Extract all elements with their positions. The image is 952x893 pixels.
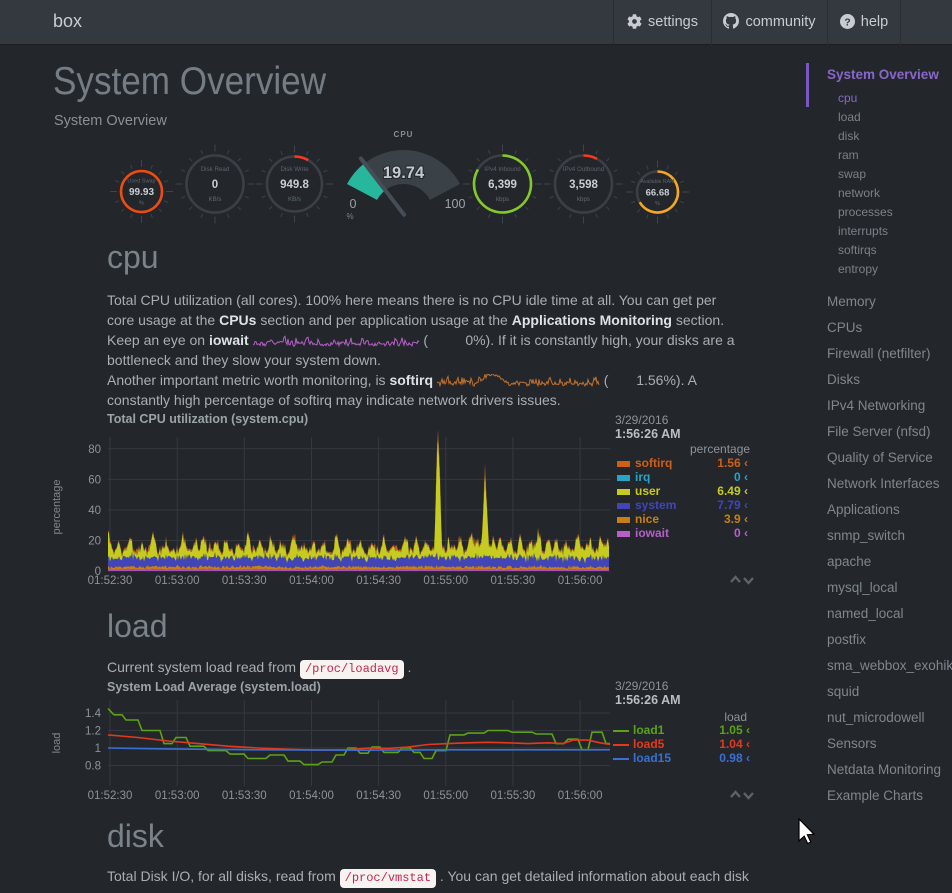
svg-text:01:55:00: 01:55:00 [423, 575, 468, 587]
svg-text:01:55:30: 01:55:30 [491, 575, 536, 587]
svg-text:01:52:30: 01:52:30 [88, 575, 133, 587]
svg-text:Available RAM: Available RAM [641, 179, 675, 185]
svg-text:01:54:00: 01:54:00 [289, 790, 334, 802]
svg-text:1.2: 1.2 [85, 726, 101, 738]
svg-text:01:56:00: 01:56:00 [558, 790, 603, 802]
svg-text:IPv4 Inbound: IPv4 Inbound [484, 166, 521, 173]
svg-text:Used Swap: Used Swap [127, 179, 155, 185]
svg-text:19.74: 19.74 [383, 164, 425, 182]
svg-text:0.8: 0.8 [85, 761, 101, 773]
svg-text:66.68: 66.68 [646, 188, 670, 199]
svg-text:01:53:30: 01:53:30 [222, 790, 267, 802]
svg-text:CPU: CPU [394, 130, 414, 139]
svg-text:0: 0 [212, 179, 218, 191]
svg-text:01:56:00: 01:56:00 [558, 575, 603, 587]
svg-text:load: load [51, 733, 63, 754]
svg-text:%: % [139, 201, 144, 207]
svg-text:%: % [655, 201, 660, 207]
svg-text:?: ? [844, 17, 850, 28]
svg-text:949.8: 949.8 [280, 179, 309, 191]
svg-text:1: 1 [95, 743, 101, 755]
svg-text:kbps: kbps [577, 196, 590, 203]
svg-text:01:54:30: 01:54:30 [356, 575, 401, 587]
svg-text:80: 80 [88, 444, 101, 456]
svg-text:01:54:00: 01:54:00 [289, 575, 334, 587]
svg-text:0: 0 [95, 566, 101, 578]
svg-text:0: 0 [350, 197, 357, 211]
svg-text:1.4: 1.4 [85, 708, 102, 720]
svg-text:Disk Write: Disk Write [280, 166, 309, 173]
svg-text:01:53:30: 01:53:30 [222, 575, 267, 587]
svg-text:99.93: 99.93 [129, 187, 154, 198]
svg-text:6,399: 6,399 [488, 179, 517, 191]
svg-text:100: 100 [445, 197, 466, 211]
svg-text:KB/s: KB/s [288, 196, 301, 203]
svg-text:01:55:30: 01:55:30 [491, 790, 536, 802]
svg-text:kbps: kbps [496, 196, 509, 203]
svg-text:KB/s: KB/s [208, 196, 221, 203]
svg-text:01:54:30: 01:54:30 [356, 790, 401, 802]
svg-text:percentage: percentage [51, 479, 63, 534]
svg-text:40: 40 [88, 505, 101, 517]
svg-text:01:53:00: 01:53:00 [155, 790, 200, 802]
svg-text:%: % [346, 212, 353, 221]
svg-text:01:52:30: 01:52:30 [88, 790, 133, 802]
svg-text:3,598: 3,598 [569, 179, 598, 191]
svg-text:Disk Read: Disk Read [201, 166, 230, 173]
svg-text:01:55:00: 01:55:00 [423, 790, 468, 802]
svg-text:IPv4 Outbound: IPv4 Outbound [563, 166, 605, 173]
svg-text:20: 20 [88, 536, 101, 548]
svg-text:01:53:00: 01:53:00 [155, 575, 200, 587]
svg-text:60: 60 [88, 474, 101, 486]
